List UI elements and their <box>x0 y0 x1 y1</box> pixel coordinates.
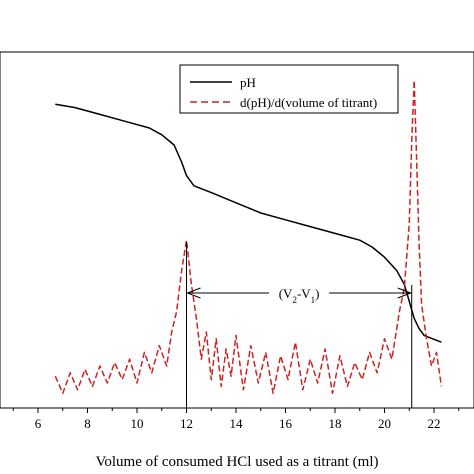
x-tick-label: 22 <box>428 416 441 431</box>
ph-curve <box>55 103 442 343</box>
x-tick-label: 10 <box>131 416 144 431</box>
x-tick-label: 20 <box>378 416 391 431</box>
volume-difference-annotation: (V2-V1) <box>186 242 413 408</box>
x-tick-label: 18 <box>329 416 342 431</box>
legend-label-ph: pH <box>240 75 256 90</box>
arrowhead-right <box>397 287 413 299</box>
legend: pH d(pH)/d(volume of titrant) <box>179 64 399 114</box>
arrowhead-left <box>186 287 201 299</box>
annotation-label-bg <box>269 283 330 303</box>
derivative-curve <box>54 79 443 394</box>
x-axis-ticks: 6 8 10 12 14 16 18 20 22 <box>12 408 460 431</box>
legend-label-derivative: d(pH)/d(volume of titrant) <box>240 95 377 110</box>
x-tick-label: 6 <box>35 416 42 431</box>
x-tick-label: 12 <box>180 416 193 431</box>
x-tick-label: 8 <box>84 416 91 431</box>
series-layer <box>54 79 443 394</box>
x-axis-title: Volume of consumed HCl used as a titrant… <box>95 454 378 470</box>
annotation-label: (V2-V1) <box>279 286 320 305</box>
x-tick-label: 14 <box>230 416 244 431</box>
x-tick-label: 16 <box>279 416 293 431</box>
legend-box <box>179 64 399 114</box>
